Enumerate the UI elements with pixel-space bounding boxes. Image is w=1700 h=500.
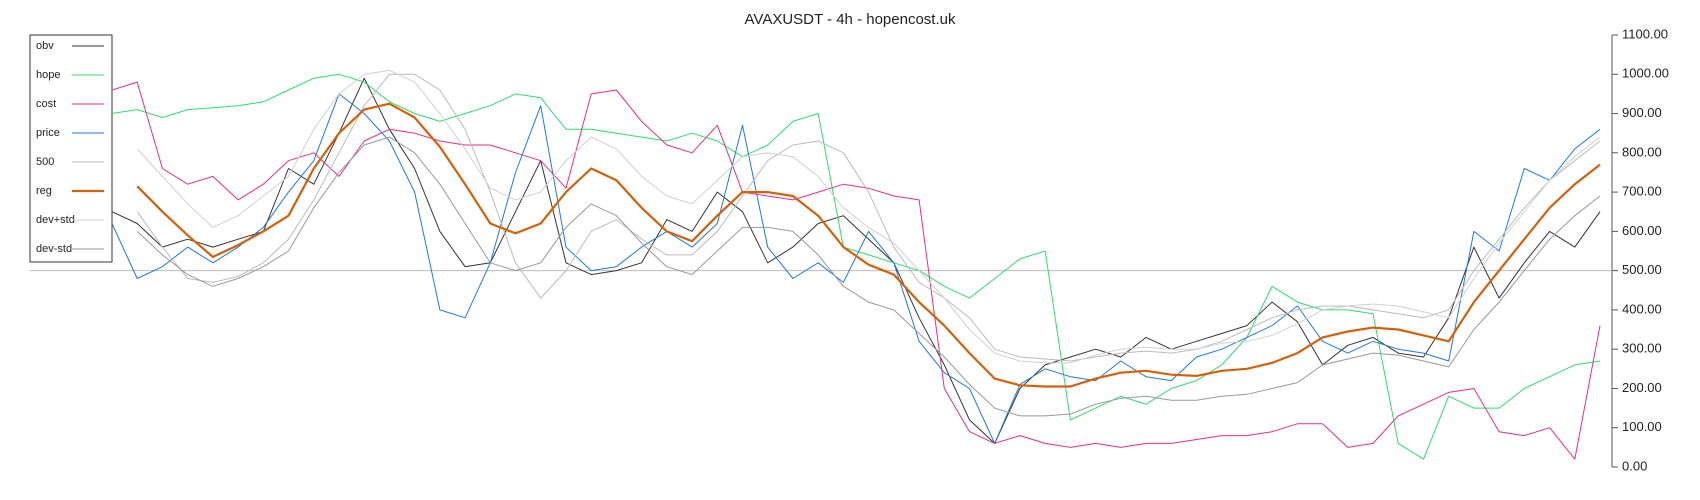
series-line xyxy=(136,73,1601,362)
y-tick-label: 700.00 xyxy=(1622,184,1662,199)
series-line xyxy=(111,81,1601,460)
legend-label: obv xyxy=(36,40,54,52)
series-line xyxy=(136,102,1601,388)
y-tick-label: 600.00 xyxy=(1622,223,1662,238)
series-line xyxy=(136,136,1601,417)
y-tick-label: 500.00 xyxy=(1622,262,1662,277)
y-tick-label: 300.00 xyxy=(1622,341,1662,356)
y-tick-label: 100.00 xyxy=(1622,419,1662,434)
y-tick-label: 400.00 xyxy=(1622,301,1662,316)
legend-label: dev-std xyxy=(36,243,72,255)
y-tick-label: 0.00 xyxy=(1622,458,1647,473)
legend-label: price xyxy=(36,127,60,139)
y-tick-label: 800.00 xyxy=(1622,144,1662,159)
series-line xyxy=(111,93,1601,444)
series-line xyxy=(111,73,1601,460)
y-tick-label: 1100.00 xyxy=(1622,26,1668,41)
y-tick-label: 900.00 xyxy=(1622,105,1662,120)
series-line xyxy=(111,77,1601,444)
chart-title: AVAXUSDT - 4h - hopencost.uk xyxy=(745,11,956,28)
series-line xyxy=(136,69,1601,364)
legend-label: cost xyxy=(36,98,56,110)
y-tick-label: 1000.00 xyxy=(1622,66,1669,81)
legend-label: hope xyxy=(36,69,60,81)
legend-label: dev+std xyxy=(36,214,75,226)
legend-label: 500 xyxy=(36,156,54,168)
legend-label: reg xyxy=(36,185,52,197)
legend-box xyxy=(29,34,113,263)
y-tick-label: 200.00 xyxy=(1622,380,1662,395)
